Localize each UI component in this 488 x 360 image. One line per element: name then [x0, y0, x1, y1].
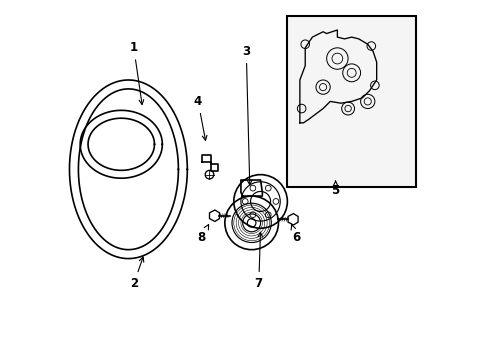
Text: 1: 1: [129, 41, 143, 104]
Text: 4: 4: [194, 95, 206, 140]
Text: 7: 7: [254, 232, 263, 290]
Bar: [287, 16, 415, 187]
Text: 5: 5: [331, 181, 339, 197]
Text: 8: 8: [197, 225, 208, 244]
Text: 3: 3: [242, 45, 251, 185]
Text: 2: 2: [129, 257, 143, 290]
Text: 6: 6: [290, 225, 300, 244]
